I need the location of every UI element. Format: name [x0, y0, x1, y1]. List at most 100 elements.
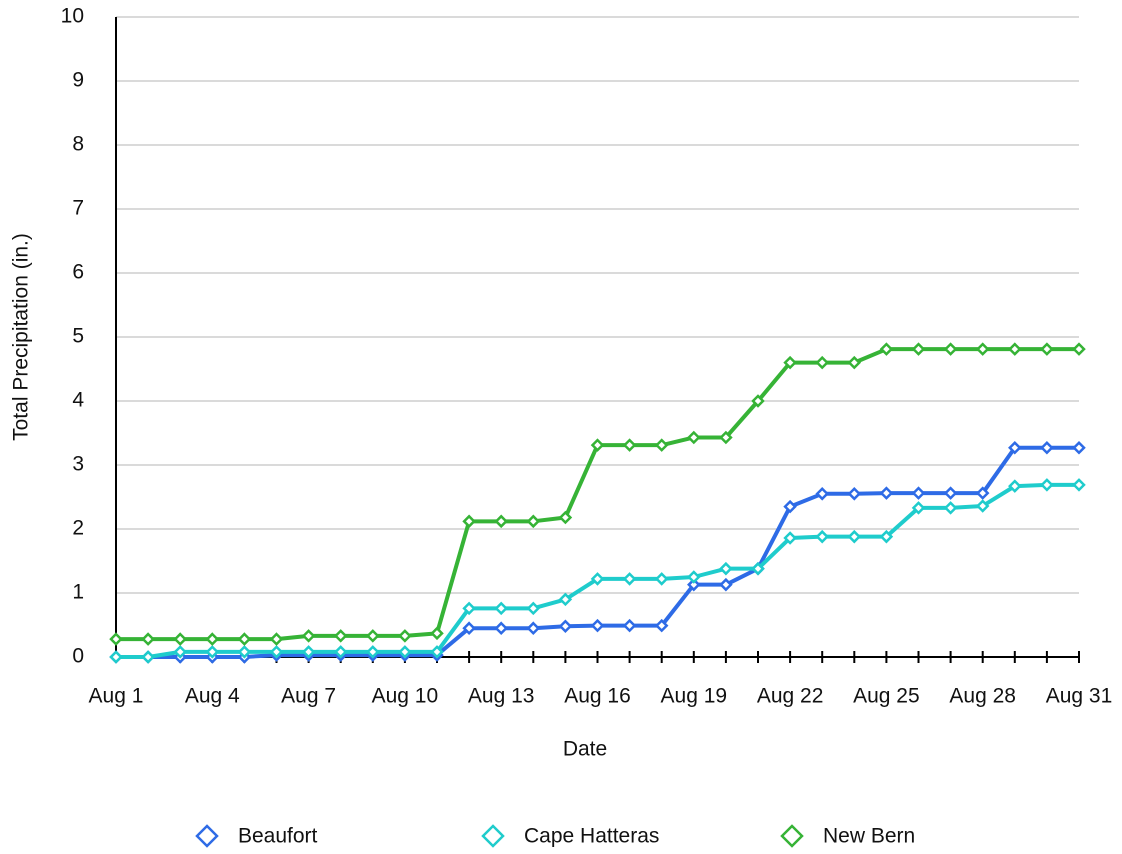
data-point — [494, 601, 508, 616]
data-point — [526, 601, 541, 616]
legend-marker — [780, 824, 804, 848]
data-point — [333, 645, 348, 659]
x-tick-label: Aug 25 — [853, 685, 920, 708]
x-tick-label: Aug 31 — [1046, 685, 1113, 708]
data-point — [109, 632, 123, 646]
x-tick-label: Aug 1 — [89, 685, 144, 708]
data-point — [751, 394, 765, 408]
data-point — [751, 561, 765, 576]
data-point — [526, 514, 541, 529]
data-point — [590, 618, 605, 633]
x-tick-label: Aug 16 — [564, 685, 631, 708]
data-point — [943, 501, 958, 515]
data-point — [687, 430, 701, 445]
data-point — [398, 629, 412, 643]
data-point — [911, 501, 926, 515]
data-point — [109, 650, 123, 664]
data-point — [494, 621, 508, 635]
data-point — [237, 645, 252, 659]
y-tick-label: 5 — [72, 325, 84, 348]
data-point — [462, 601, 476, 616]
legend-marker — [195, 824, 219, 848]
data-point — [879, 486, 894, 500]
data-point — [783, 355, 797, 370]
data-point — [590, 438, 605, 452]
data-point — [879, 342, 894, 356]
data-point — [462, 514, 476, 529]
data-point — [205, 632, 220, 646]
data-point — [269, 632, 284, 646]
data-point — [622, 618, 637, 633]
data-point — [911, 486, 926, 500]
y-tick-label: 2 — [72, 517, 84, 540]
data-point — [687, 577, 701, 592]
data-point — [1008, 342, 1022, 356]
x-tick-label: Aug 7 — [281, 685, 336, 708]
data-point — [975, 342, 990, 356]
data-point — [430, 645, 444, 659]
data-point — [719, 561, 733, 576]
data-point — [783, 499, 797, 514]
data-point — [1040, 342, 1054, 356]
data-point — [911, 342, 926, 356]
legend-label: New Bern — [823, 825, 915, 848]
data-point — [1072, 342, 1086, 356]
x-tick-label: Aug 10 — [372, 685, 439, 708]
y-tick-label: 8 — [72, 133, 84, 156]
data-point — [526, 621, 541, 635]
data-point — [815, 529, 829, 544]
data-point — [1008, 440, 1022, 455]
y-tick-label: 7 — [72, 197, 84, 220]
data-point — [141, 650, 155, 664]
x-tick-label: Aug 22 — [757, 685, 824, 708]
data-point — [847, 355, 862, 370]
data-point — [943, 342, 958, 356]
data-point — [558, 510, 573, 525]
data-point — [173, 632, 187, 646]
y-tick-label: 6 — [72, 261, 84, 284]
data-point — [943, 486, 958, 500]
data-point — [333, 629, 348, 643]
data-point — [975, 499, 990, 513]
data-point — [719, 430, 733, 445]
data-point — [654, 572, 669, 586]
data-point — [1072, 478, 1086, 492]
y-tick-label: 10 — [61, 5, 84, 28]
data-point — [558, 619, 573, 634]
data-point — [430, 626, 444, 641]
y-tick-label: 3 — [72, 453, 84, 476]
data-point — [141, 632, 155, 646]
data-point — [622, 572, 637, 586]
x-tick-label: Aug 13 — [468, 685, 535, 708]
data-point — [1072, 440, 1086, 455]
data-point — [590, 572, 605, 586]
data-point — [205, 645, 220, 659]
data-point — [366, 629, 380, 643]
data-point — [687, 570, 701, 584]
y-tick-label: 1 — [72, 581, 84, 604]
data-point — [815, 487, 829, 501]
data-point — [1008, 479, 1022, 493]
data-point — [558, 592, 573, 607]
y-tick-label: 0 — [72, 645, 84, 668]
data-point — [879, 529, 894, 544]
data-point — [237, 632, 252, 646]
legend-label: Cape Hatteras — [524, 825, 659, 848]
data-point — [269, 645, 284, 659]
data-point — [847, 529, 862, 544]
data-point — [783, 531, 797, 545]
data-point — [398, 645, 412, 659]
y-tick-label: 9 — [72, 69, 84, 92]
y-tick-label: 4 — [72, 389, 84, 412]
data-point — [654, 618, 669, 633]
x-tick-label: Aug 28 — [949, 685, 1016, 708]
data-point — [366, 645, 380, 659]
data-point — [1040, 440, 1054, 455]
data-point — [301, 645, 316, 659]
data-point — [301, 629, 316, 643]
data-point — [847, 487, 862, 501]
data-point — [1040, 478, 1054, 492]
data-point — [719, 577, 733, 592]
x-axis-title: Date — [563, 738, 607, 761]
